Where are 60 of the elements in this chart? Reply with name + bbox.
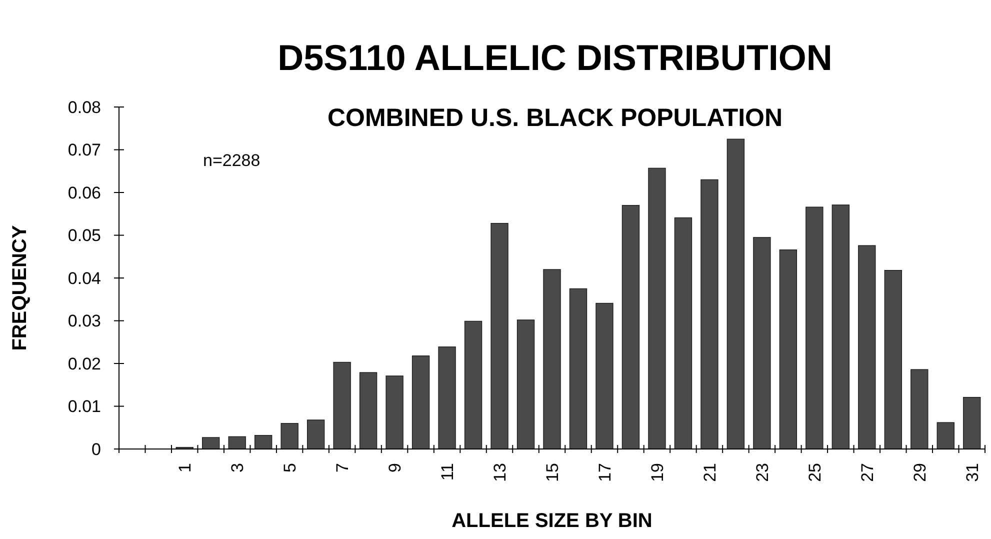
bar xyxy=(753,237,771,450)
bar xyxy=(386,376,404,450)
bar xyxy=(490,222,508,450)
y-tick-label: 0.03 xyxy=(68,312,101,331)
annotation: n=2288 xyxy=(203,151,260,170)
x-tick-label: 15 xyxy=(542,463,562,482)
x-tick-label: 5 xyxy=(280,463,300,472)
x-tick-label: 17 xyxy=(595,463,614,482)
bar xyxy=(832,204,850,450)
x-tick-label: 23 xyxy=(752,463,772,482)
y-tick-label: 0.05 xyxy=(68,226,101,246)
x-axis-title: ALLELE SIZE BY BIN xyxy=(452,510,652,532)
bar xyxy=(333,362,351,450)
bar xyxy=(963,396,981,450)
bar xyxy=(779,249,798,450)
bar xyxy=(936,422,954,450)
bar xyxy=(806,206,824,450)
bar xyxy=(359,372,378,450)
bar xyxy=(910,369,928,450)
y-tick-label: 0.06 xyxy=(68,183,101,202)
bar xyxy=(700,179,718,450)
y-tick-label: 0.02 xyxy=(68,354,101,374)
y-tick-label: 0.04 xyxy=(68,268,101,288)
x-tick-label: 19 xyxy=(648,463,667,482)
chart-subtitle: COMBINED U.S. BLACK POPULATION xyxy=(327,104,783,132)
bar xyxy=(569,288,588,450)
x-tick-label: 29 xyxy=(910,463,930,482)
y-axis-title: FREQUENCY xyxy=(9,224,31,351)
x-tick-label: 3 xyxy=(228,463,248,472)
chart-title: D5S110 ALLELIC DISTRIBUTION xyxy=(278,37,832,78)
bar xyxy=(306,420,325,450)
x-tick-label: 27 xyxy=(858,463,877,482)
x-tick-label: 25 xyxy=(805,463,824,482)
y-tick-label: 0.01 xyxy=(68,397,101,416)
bar xyxy=(858,245,876,450)
x-tick-label: 31 xyxy=(962,463,982,482)
x-tick-label: 7 xyxy=(333,463,352,472)
bar xyxy=(464,320,482,450)
bar xyxy=(596,302,614,450)
bar xyxy=(438,346,456,450)
x-tick-label: 13 xyxy=(490,463,510,482)
bar xyxy=(543,269,561,450)
bar xyxy=(516,320,535,450)
bar xyxy=(648,168,666,450)
bar xyxy=(622,205,640,450)
bar xyxy=(228,436,246,450)
y-tick-label: 0 xyxy=(92,440,101,459)
bar xyxy=(726,138,745,450)
bar xyxy=(202,437,220,450)
x-tick-label: 9 xyxy=(385,463,404,472)
bar xyxy=(884,270,902,450)
y-tick-label: 0.08 xyxy=(68,98,101,117)
bar xyxy=(674,217,692,450)
bar xyxy=(412,356,430,450)
x-tick-label: 1 xyxy=(176,463,195,472)
x-tick-label: 21 xyxy=(700,463,720,482)
bar xyxy=(254,435,272,450)
bar xyxy=(280,423,298,450)
x-tick-label: 11 xyxy=(438,463,457,481)
y-tick-label: 0.07 xyxy=(68,140,101,160)
